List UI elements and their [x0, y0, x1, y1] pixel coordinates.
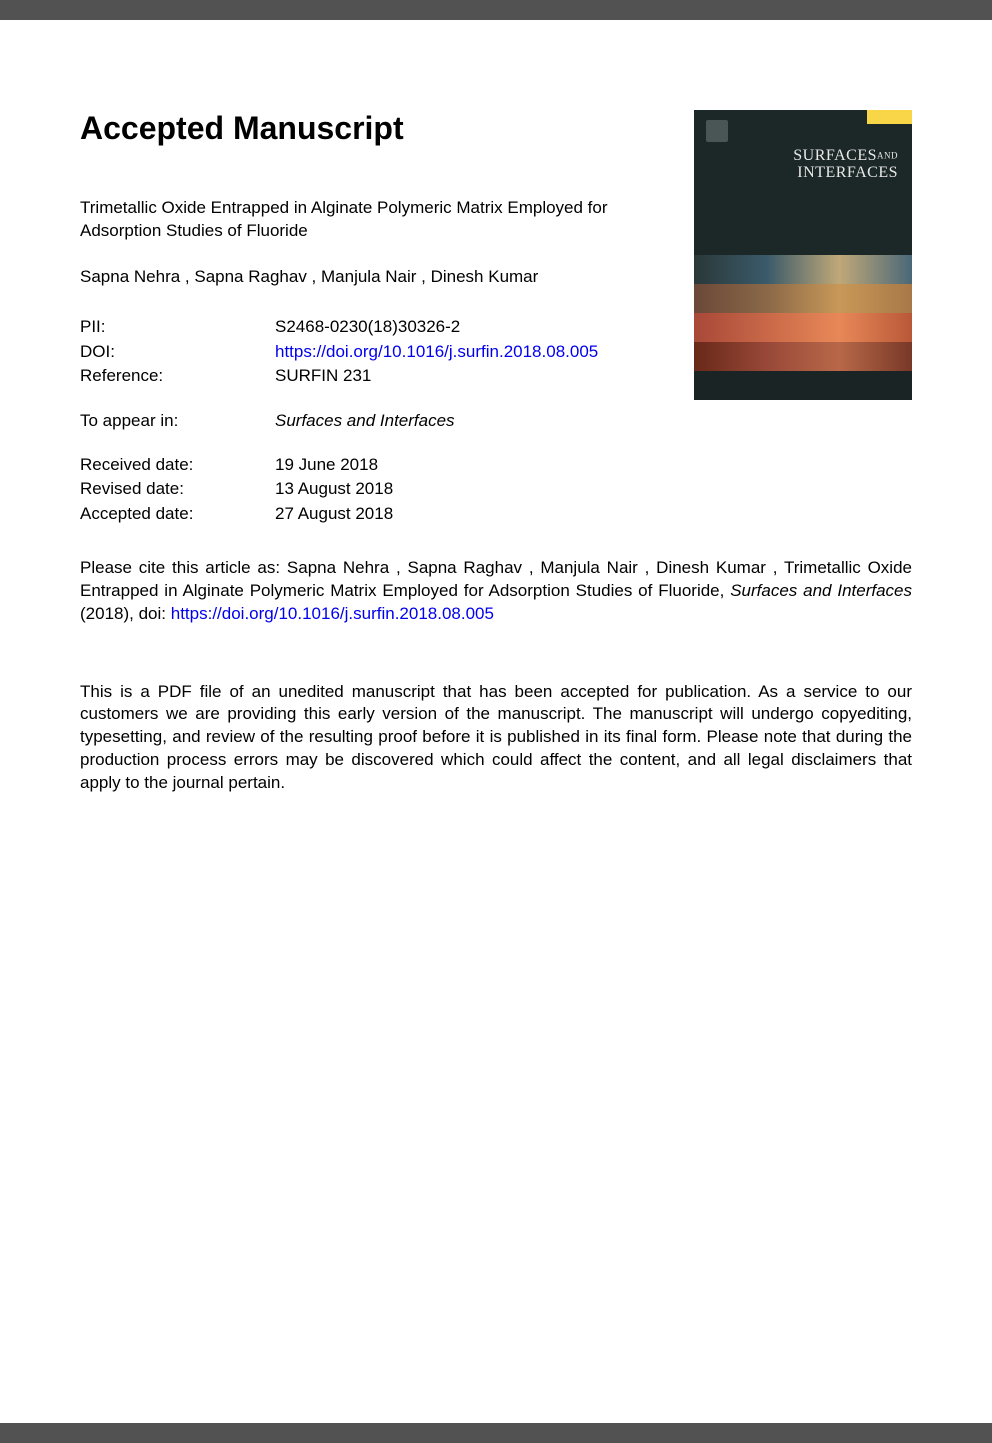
- cover-band-4: [694, 342, 912, 371]
- cover-title-line2: INTERFACES: [797, 164, 898, 181]
- header-row: Accepted Manuscript Trimetallic Oxide En…: [80, 110, 912, 557]
- appear-in-value: Surfaces and Interfaces: [275, 411, 455, 431]
- pii-row: PII: S2468-0230(18)30326-2: [80, 315, 664, 340]
- cover-band-2: [694, 284, 912, 313]
- doi-link[interactable]: https://doi.org/10.1016/j.surfin.2018.08…: [275, 340, 598, 365]
- cover-title-and: AND: [877, 151, 898, 161]
- received-value: 19 June 2018: [275, 453, 378, 478]
- accepted-row: Accepted date: 27 August 2018: [80, 502, 664, 527]
- cover-band-3: [694, 313, 912, 342]
- cover-yellow-stripe: [867, 110, 912, 124]
- disclaimer-paragraph: This is a PDF file of an unedited manusc…: [80, 681, 912, 796]
- citation-paragraph: Please cite this article as: Sapna Nehra…: [80, 557, 912, 626]
- left-column: Accepted Manuscript Trimetallic Oxide En…: [80, 110, 694, 557]
- cover-band-1: [694, 255, 912, 284]
- doi-row: DOI: https://doi.org/10.1016/j.surfin.20…: [80, 340, 664, 365]
- received-label: Received date:: [80, 453, 275, 478]
- manuscript-page: Accepted Manuscript Trimetallic Oxide En…: [0, 20, 992, 1423]
- reference-label: Reference:: [80, 364, 275, 389]
- cover-journal-title: SURFACESAND INTERFACES: [793, 148, 898, 182]
- citation-doi-link[interactable]: https://doi.org/10.1016/j.surfin.2018.08…: [171, 604, 494, 623]
- authors-list: Sapna Nehra , Sapna Raghav , Manjula Nai…: [80, 267, 664, 287]
- journal-cover-thumbnail: SURFACESAND INTERFACES: [694, 110, 912, 400]
- pii-value: S2468-0230(18)30326-2: [275, 315, 460, 340]
- accepted-value: 27 August 2018: [275, 502, 393, 527]
- revised-label: Revised date:: [80, 477, 275, 502]
- manuscript-title: Trimetallic Oxide Entrapped in Alginate …: [80, 197, 640, 243]
- cover-title-line1: SURFACES: [793, 147, 877, 164]
- appear-in-label: To appear in:: [80, 411, 275, 431]
- citation-year-doi: (2018), doi:: [80, 604, 171, 623]
- reference-value: SURFIN 231: [275, 364, 371, 389]
- cover-bottom-panel: [694, 255, 912, 400]
- citation-journal: Surfaces and Interfaces: [730, 581, 912, 600]
- doi-label: DOI:: [80, 340, 275, 365]
- publisher-logo-icon: [706, 120, 728, 142]
- pii-label: PII:: [80, 315, 275, 340]
- reference-row: Reference: SURFIN 231: [80, 364, 664, 389]
- received-row: Received date: 19 June 2018: [80, 453, 664, 478]
- cover-band-5: [694, 371, 912, 400]
- dates-table: Received date: 19 June 2018 Revised date…: [80, 453, 664, 527]
- appear-in-row: To appear in: Surfaces and Interfaces: [80, 411, 664, 431]
- page-heading: Accepted Manuscript: [80, 110, 664, 147]
- revised-row: Revised date: 13 August 2018: [80, 477, 664, 502]
- cover-top-panel: SURFACESAND INTERFACES: [694, 110, 912, 255]
- metadata-table: PII: S2468-0230(18)30326-2 DOI: https://…: [80, 315, 664, 389]
- accepted-label: Accepted date:: [80, 502, 275, 527]
- revised-value: 13 August 2018: [275, 477, 393, 502]
